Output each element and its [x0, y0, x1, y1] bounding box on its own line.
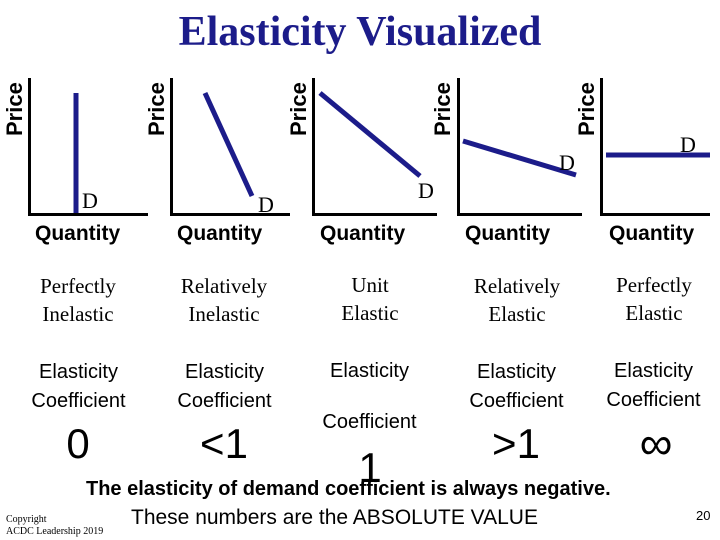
coefficient-line1: Elasticity	[39, 361, 118, 383]
note-line-1: The elasticity of demand coefficient is …	[86, 478, 611, 500]
coefficient-value-5: ∞	[639, 417, 673, 469]
y-axis-3	[312, 78, 315, 216]
x-axis-3	[312, 213, 437, 216]
x-axis-label-3: Quantity	[320, 222, 406, 245]
caption-line2: Inelastic	[188, 302, 260, 326]
coefficient-value-4: >1	[492, 420, 540, 467]
coefficient-line1: Elasticity	[185, 361, 264, 383]
coefficient-line1: Elasticity	[614, 360, 693, 382]
x-axis-2	[170, 213, 290, 216]
x-axis-label-5: Quantity	[609, 222, 695, 245]
demand-curve-relatively-inelastic	[202, 91, 255, 198]
coefficient-value-1: 0	[66, 420, 90, 467]
caption-line1: Relatively	[180, 274, 268, 298]
coefficient-label-3-line1: Elasticity	[330, 360, 409, 382]
demand-label-2: D	[258, 192, 274, 217]
caption-unit-elastic: Unit Elastic	[300, 271, 440, 327]
coefficient-label-1: Elasticity Coefficient	[6, 358, 151, 416]
caption-line2: Inelastic	[42, 302, 114, 326]
y-axis-4	[457, 78, 460, 216]
caption-perfectly-inelastic: Perfectly Inelastic	[8, 272, 148, 328]
caption-line1: Perfectly	[616, 273, 692, 297]
caption-line1: Relatively	[473, 274, 561, 298]
coefficient-line1: Elasticity	[477, 361, 556, 383]
demand-label-1: D	[82, 188, 98, 213]
coefficient-label-3-line2: Coefficient	[322, 411, 417, 433]
x-axis-label-4: Quantity	[465, 222, 551, 245]
demand-label-4: D	[559, 150, 575, 175]
caption-relatively-elastic: Relatively Elastic	[447, 272, 587, 328]
copyright-line-2: ACDC Leadership 2019	[6, 526, 104, 537]
demand-curve-unit-elastic	[318, 91, 422, 178]
coefficient-line2: Coefficient	[469, 390, 564, 412]
caption-perfectly-elastic: Perfectly Elastic	[584, 271, 720, 327]
coefficient-label-2: Elasticity Coefficient	[152, 358, 297, 416]
coefficient-label-5: Elasticity Coefficient	[581, 357, 720, 415]
coefficient-label-4: Elasticity Coefficient	[444, 358, 589, 416]
caption-line1: Perfectly	[40, 274, 116, 298]
caption-line2: Elastic	[341, 301, 399, 325]
coefficient-line2: Coefficient	[606, 389, 701, 411]
note-line-2: These numbers are the ABSOLUTE VALUE	[131, 506, 538, 529]
caption-line1: Unit	[351, 273, 389, 297]
page-number: 20	[696, 508, 711, 523]
demand-label-3: D	[418, 178, 434, 203]
x-axis-4	[457, 213, 582, 216]
caption-relatively-inelastic: Relatively Inelastic	[154, 272, 294, 328]
demand-label-5: D	[680, 132, 696, 157]
coefficient-line2: Coefficient	[177, 390, 272, 412]
y-axis-1	[28, 78, 31, 216]
coefficient-line2: Coefficient	[31, 390, 126, 412]
copyright-line-1: Copyright	[6, 514, 47, 525]
caption-line2: Elastic	[488, 302, 546, 326]
caption-line2: Elastic	[625, 301, 683, 325]
y-axis-2	[170, 78, 173, 216]
y-axis-5	[600, 78, 603, 216]
demand-curve-relatively-elastic	[462, 138, 577, 178]
x-axis-label-2: Quantity	[177, 222, 263, 245]
coefficient-value-3: 1	[358, 444, 382, 491]
x-axis-5	[600, 213, 710, 216]
x-axis-1	[28, 213, 148, 216]
coefficient-value-2: <1	[200, 420, 248, 467]
page-title: Elasticity Visualized	[178, 9, 542, 55]
x-axis-label-1: Quantity	[35, 222, 121, 245]
